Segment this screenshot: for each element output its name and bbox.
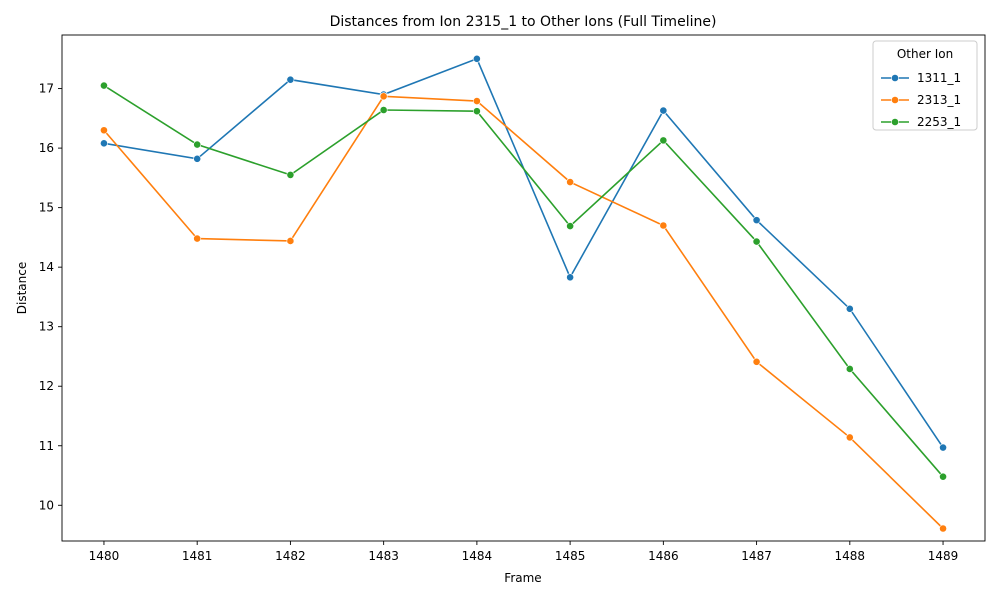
series-1311_1 <box>100 54 947 452</box>
legend-label: 2313_1 <box>917 93 961 107</box>
data-point <box>286 75 295 84</box>
data-point <box>752 357 761 366</box>
x-tick-label: 1486 <box>648 549 679 563</box>
x-tick-label: 1480 <box>89 549 120 563</box>
data-point <box>752 216 761 225</box>
y-tick-label: 14 <box>39 260 54 274</box>
data-point <box>286 170 295 179</box>
data-point <box>566 273 575 282</box>
data-point <box>659 106 668 115</box>
legend: Other Ion 1311_1 2313_1 2253_1 <box>872 40 978 131</box>
series-line <box>103 84 944 478</box>
y-tick-label: 12 <box>39 379 54 393</box>
y-tick-label: 17 <box>39 82 54 96</box>
legend-item: 1311_1 <box>881 71 961 85</box>
y-tick-label: 10 <box>39 498 54 512</box>
legend-label: 2253_1 <box>917 115 961 129</box>
series-line <box>103 57 944 448</box>
data-point <box>845 433 854 442</box>
legend-label: 1311_1 <box>917 71 961 85</box>
y-tick-label: 11 <box>39 439 54 453</box>
data-point <box>379 92 388 101</box>
plot-frame <box>61 34 986 542</box>
legend-swatch-marker <box>891 74 899 82</box>
data-point <box>845 304 854 313</box>
x-tick-label: 1482 <box>275 549 306 563</box>
x-tick-label: 1489 <box>928 549 959 563</box>
data-point <box>472 107 481 116</box>
legend-swatch-marker <box>891 96 899 104</box>
series-2253_1 <box>100 81 947 481</box>
data-point <box>100 126 108 135</box>
data-point <box>193 234 202 243</box>
data-point <box>752 237 761 246</box>
data-point <box>659 136 668 145</box>
x-axis-label: Frame <box>504 571 541 585</box>
data-point <box>939 443 947 452</box>
series-2313_1 <box>100 92 947 533</box>
data-point <box>286 237 295 245</box>
data-point <box>193 154 202 163</box>
x-tick-label: 1487 <box>741 549 772 563</box>
legend-swatch-marker <box>891 118 899 126</box>
y-tick-label: 15 <box>39 201 54 215</box>
legend-item: 2253_1 <box>881 115 961 129</box>
axes: 1480 1481 1482 1483 1484 1485 1486 1487 1488 1489… <box>39 82 959 563</box>
y-axis-label: Distance <box>15 262 29 314</box>
y-tick-label: 13 <box>39 320 54 334</box>
legend-item: 2313_1 <box>881 93 961 107</box>
data-point <box>100 139 108 148</box>
data-point <box>100 81 108 90</box>
series-line <box>103 95 944 530</box>
x-tick-label: 1483 <box>368 549 399 563</box>
legend-title: Other Ion <box>897 47 953 61</box>
data-point <box>472 54 481 63</box>
data-point <box>845 365 854 373</box>
x-tick-label: 1485 <box>555 549 586 563</box>
data-point <box>193 140 202 149</box>
legend-box <box>872 40 978 131</box>
x-tick-label: 1488 <box>835 549 866 563</box>
x-tick-label: 1484 <box>462 549 493 563</box>
data-point <box>379 106 388 114</box>
data-point <box>939 524 947 533</box>
data-point <box>939 472 947 481</box>
data-point <box>659 221 668 230</box>
data-point <box>472 97 481 105</box>
data-point <box>566 222 575 230</box>
y-tick-label: 16 <box>39 141 54 155</box>
plot-area <box>100 54 947 533</box>
chart-title: Distances from Ion 2315_1 to Other Ions … <box>330 14 717 30</box>
x-tick-label: 1481 <box>182 549 213 563</box>
data-point <box>566 178 575 186</box>
